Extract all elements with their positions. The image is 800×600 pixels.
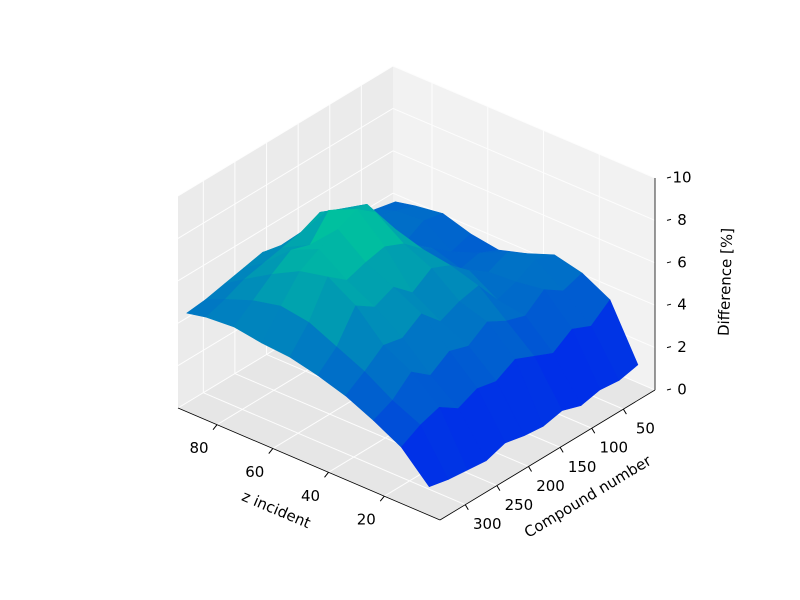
surface bbox=[186, 201, 639, 487]
grid-line bbox=[392, 150, 656, 264]
x-tick-label: 200 bbox=[536, 477, 565, 495]
x-tick-label: 250 bbox=[505, 496, 534, 514]
z-tick-label: 0 bbox=[677, 381, 687, 399]
y-tick bbox=[379, 495, 385, 502]
z-tick-label: 8 bbox=[677, 211, 687, 229]
z-tick bbox=[666, 176, 672, 179]
surface-face bbox=[401, 424, 449, 487]
x-tick bbox=[622, 408, 627, 415]
z-axis-label: Difference [%] bbox=[715, 228, 737, 337]
grid-line bbox=[177, 65, 394, 197]
z-tick-label: 10 bbox=[672, 169, 691, 187]
x-tick bbox=[496, 485, 501, 491]
x-tick bbox=[528, 466, 532, 472]
y-tick-label: 40 bbox=[301, 487, 320, 505]
y-tick-label: 60 bbox=[245, 463, 264, 481]
x-axis-line bbox=[439, 389, 656, 521]
x-tick-label: 100 bbox=[599, 439, 628, 457]
z-tick-label: 4 bbox=[677, 296, 687, 314]
x-tick-label: 150 bbox=[568, 458, 597, 476]
x-tick bbox=[591, 427, 596, 434]
z-tick-label: 6 bbox=[677, 253, 687, 271]
grid-line bbox=[177, 107, 394, 239]
z-tick bbox=[666, 261, 672, 264]
y-tick bbox=[324, 472, 329, 478]
grid-line bbox=[177, 150, 394, 282]
z-tick bbox=[666, 388, 672, 391]
z-tick bbox=[666, 303, 672, 306]
x-tick bbox=[559, 447, 564, 453]
z-tick bbox=[666, 218, 672, 221]
z-tick bbox=[666, 346, 672, 349]
grid-line bbox=[392, 65, 656, 179]
y-tick-label: 80 bbox=[189, 439, 208, 457]
x-tick bbox=[464, 504, 469, 510]
grid-line bbox=[203, 392, 466, 506]
z-tick-label: 2 bbox=[677, 338, 687, 356]
y-tick bbox=[212, 424, 218, 430]
y-tick-label: 20 bbox=[357, 511, 376, 529]
x-tick-label: 300 bbox=[473, 515, 502, 533]
grid-line bbox=[392, 107, 656, 221]
y-axis-line bbox=[177, 407, 441, 521]
x-tick-label: 50 bbox=[636, 420, 655, 438]
y-tick bbox=[268, 448, 274, 454]
